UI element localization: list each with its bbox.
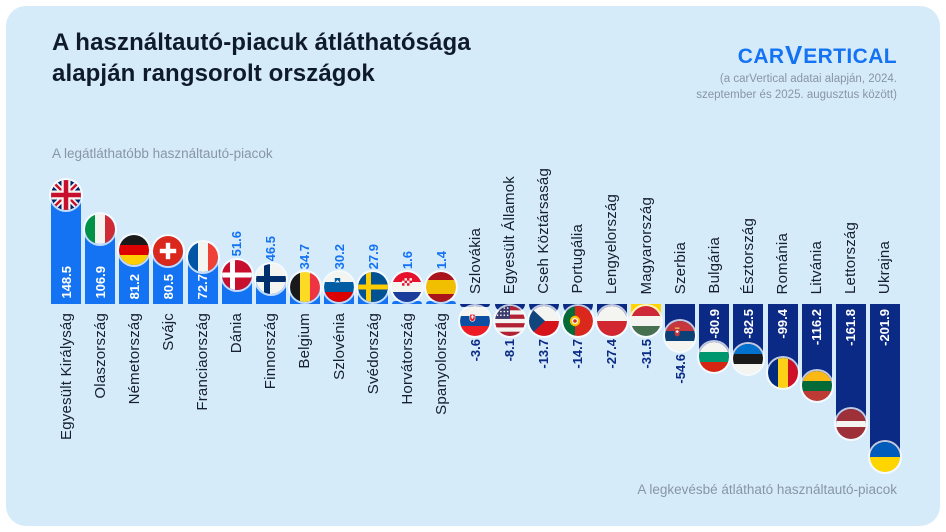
value-lithuania: -116.2	[809, 309, 825, 346]
value-germany: 81.2	[126, 273, 142, 299]
value-bulgaria: -80.9	[706, 309, 722, 339]
value-slovakia: -3.6	[467, 339, 483, 362]
flag-switzerland-icon	[153, 236, 184, 266]
data-source-note: (a carVertical adatai alapján, 2024. sze…	[696, 71, 897, 103]
flag-sweden-icon	[358, 272, 389, 302]
value-slovenia: 30.2	[331, 243, 347, 269]
value-spain: 1.4	[433, 250, 449, 269]
value-belgium: 34.7	[297, 243, 313, 269]
value-ukraine: -201.9	[877, 309, 893, 346]
value-portugal: -14.7	[570, 339, 586, 369]
flag-serbia-icon	[665, 320, 696, 351]
flag-spain-icon	[426, 272, 457, 302]
label-uk: Egyesült Királyság	[57, 313, 75, 440]
label-belgium: Belgium	[296, 313, 314, 369]
logo-v-checkmark-icon: V	[784, 40, 803, 70]
label-bulgaria: Bulgária	[705, 237, 723, 294]
flag-czech-icon	[528, 306, 559, 336]
label-germany: Németország	[125, 313, 143, 405]
flag-denmark-icon	[221, 259, 252, 290]
value-france: 72.7	[195, 273, 210, 299]
flag-lithuania-icon	[801, 371, 832, 402]
label-denmark: Dánia	[228, 313, 246, 354]
label-spain: Spanyolország	[432, 313, 450, 415]
value-serbia: -54.6	[672, 353, 688, 384]
label-croatia: Horvátország	[398, 313, 416, 405]
flag-hungary-icon	[631, 306, 661, 336]
value-romania: -99.4	[775, 309, 790, 339]
carvertical-logo: CARVERTICAL	[738, 39, 897, 70]
value-finland: 46.5	[263, 235, 279, 261]
caption-least-transparent: A legkevésbé átlátható használtautó-piac…	[637, 482, 897, 497]
value-hungary: -31.5	[638, 339, 654, 369]
flag-france-icon	[187, 242, 218, 273]
flag-latvia-icon	[835, 408, 866, 439]
bar-croatia	[392, 301, 423, 304]
label-france: Franciaország	[194, 313, 211, 411]
value-uk: 148.5	[58, 266, 74, 299]
value-estonia: -82.5	[740, 309, 756, 339]
caption-most-transparent: A legátláthatóbb használtautó-piacok	[52, 146, 273, 161]
value-croatia: 1.6	[399, 250, 415, 269]
label-usa: Egyesült Államok	[501, 175, 519, 294]
label-slovakia: Szlovákia	[466, 228, 484, 294]
page-title: A használtautó-piacuk átláthatósága alap…	[52, 27, 471, 89]
flag-slovakia-icon	[460, 306, 491, 336]
flag-croatia-icon	[392, 272, 423, 302]
flag-estonia-icon	[733, 343, 764, 374]
data-source-note-line1: (a carVertical adatai alapján, 2024.	[719, 73, 897, 85]
flag-romania-icon	[767, 357, 798, 388]
bar-slovakia	[460, 304, 491, 307]
logo-car-text: CAR	[737, 45, 785, 68]
label-hungary: Magyarország	[637, 196, 655, 294]
value-italy: 106.9	[92, 266, 108, 299]
label-serbia: Szerbia	[671, 241, 689, 294]
flag-slovenia-icon	[324, 272, 354, 302]
page-title-line1: A használtautó-piacuk átláthatósága	[52, 29, 471, 56]
flag-germany-icon	[119, 235, 150, 266]
label-romania: Románia	[774, 232, 791, 294]
label-latvia: Lettország	[842, 221, 860, 294]
value-latvia: -161.8	[843, 309, 859, 346]
flag-poland-icon	[596, 306, 627, 336]
flag-italy-icon	[85, 214, 116, 245]
value-denmark: 51.6	[229, 231, 245, 257]
label-lithuania: Litvánia	[808, 240, 826, 294]
label-ukraine: Ukrajna	[876, 240, 894, 294]
value-sweden: 27.9	[365, 243, 381, 269]
logo-ertical-text: ERTICAL	[803, 45, 897, 68]
label-finland: Finnország	[262, 313, 280, 390]
label-poland: Lengyelország	[603, 193, 621, 294]
label-switzerland: Svájc	[159, 313, 177, 351]
label-estonia: Észtország	[739, 217, 757, 294]
label-italy: Olaszország	[91, 313, 109, 399]
value-usa: -8.1	[502, 339, 518, 362]
bar-spain	[426, 301, 457, 304]
data-source-note-line2: szeptember és 2025. augusztus között)	[696, 89, 897, 101]
flag-portugal-icon	[562, 306, 593, 336]
value-switzerland: 80.5	[160, 273, 176, 299]
flag-uk-icon	[51, 180, 81, 211]
label-portugal: Portugália	[569, 224, 587, 294]
label-sweden: Svédország	[364, 313, 382, 395]
flag-belgium-icon	[289, 272, 320, 302]
value-poland: -27.4	[604, 339, 620, 369]
flag-finland-icon	[255, 263, 286, 294]
flag-ukraine-icon	[869, 441, 900, 472]
value-czech: -13.7	[536, 339, 552, 369]
flag-bulgaria-icon	[699, 342, 730, 373]
flag-usa-icon	[494, 306, 525, 336]
page-title-line2: alapján rangsorolt országok	[52, 60, 375, 87]
label-czech: Cseh Köztársaság	[535, 168, 553, 294]
label-slovenia: Szlovénia	[330, 313, 348, 380]
